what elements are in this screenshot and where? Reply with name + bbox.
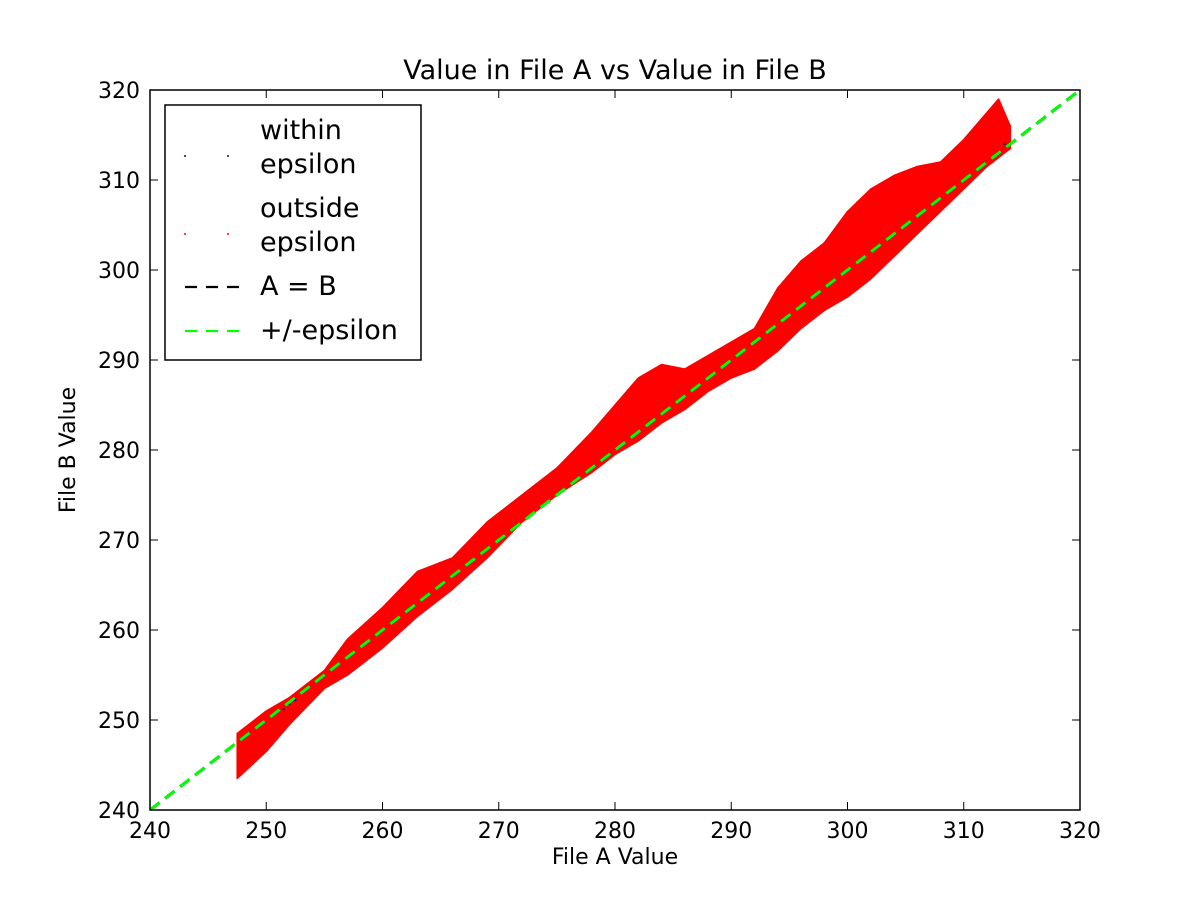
x-tick-label: 310: [943, 819, 985, 844]
legend-marker: [184, 155, 186, 157]
x-tick-label: 240: [129, 819, 171, 844]
legend-marker: [184, 233, 186, 235]
x-tick-label: 260: [362, 819, 404, 844]
y-tick-label: 270: [98, 529, 140, 554]
x-tick-label: 250: [245, 819, 287, 844]
legend-label: epsilon: [260, 227, 356, 258]
legend-label: outside: [260, 193, 360, 224]
legend-marker: [227, 233, 229, 235]
y-tick-label: 300: [98, 259, 140, 284]
series-epsilon-line: [150, 90, 1080, 810]
legend-label: +/-epsilon: [260, 315, 398, 346]
chart-title: Value in File A vs Value in File B: [403, 55, 827, 86]
x-tick-label: 280: [594, 819, 636, 844]
y-axis-label: File B Value: [56, 387, 81, 513]
y-tick-label: 310: [98, 169, 140, 194]
y-tick-label: 250: [98, 709, 140, 734]
legend-entry: +/-epsilon: [185, 315, 398, 346]
data-point-within-epsilon: [282, 708, 285, 711]
legend-marker: [227, 155, 229, 157]
x-tick-label: 290: [710, 819, 752, 844]
legend-box: [164, 104, 422, 361]
y-tick-label: 280: [98, 439, 140, 464]
x-tick-label: 300: [827, 819, 869, 844]
x-tick-label: 270: [478, 819, 520, 844]
data-point-within-epsilon: [1003, 142, 1006, 146]
legend-entry: A = B: [185, 271, 337, 302]
y-tick-label: 240: [98, 799, 140, 824]
legend-label: within: [260, 115, 342, 146]
y-tick-label: 320: [98, 79, 140, 104]
x-tick-label: 320: [1059, 819, 1101, 844]
axis-ticks: 240 250 260 270 280 290 300 310 320 240 250 260 270 2…: [98, 79, 1101, 844]
plot-area: [150, 90, 1080, 810]
y-tick-label: 260: [98, 619, 140, 644]
legend-label: epsilon: [260, 149, 356, 180]
legend-label: A = B: [260, 271, 337, 302]
x-axis-label: File A Value: [552, 845, 678, 870]
y-tick-label: 290: [98, 349, 140, 374]
